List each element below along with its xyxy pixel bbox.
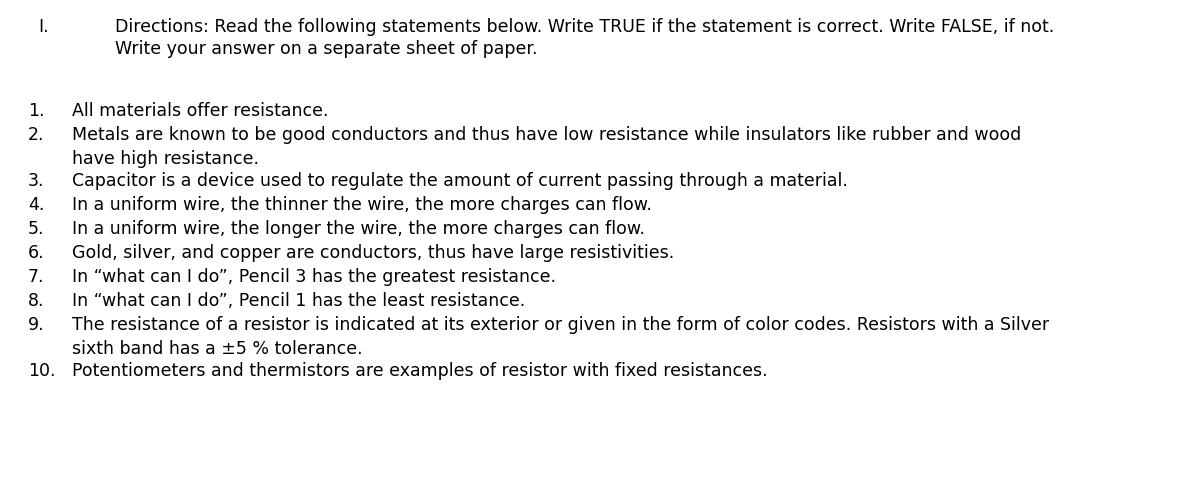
Text: Write your answer on a separate sheet of paper.: Write your answer on a separate sheet of… [115,40,538,58]
Text: 5.: 5. [28,220,44,238]
Text: Metals are known to be good conductors and thus have low resistance while insula: Metals are known to be good conductors a… [72,126,1021,168]
Text: Potentiometers and thermistors are examples of resistor with fixed resistances.: Potentiometers and thermistors are examp… [72,362,768,380]
Text: In “what can I do”, Pencil 1 has the least resistance.: In “what can I do”, Pencil 1 has the lea… [72,292,526,310]
Text: The resistance of a resistor is indicated at its exterior or given in the form o: The resistance of a resistor is indicate… [72,316,1049,358]
Text: In a uniform wire, the thinner the wire, the more charges can flow.: In a uniform wire, the thinner the wire,… [72,196,652,214]
Text: Directions: Read the following statements below. Write TRUE if the statement is : Directions: Read the following statement… [115,18,1055,36]
Text: 9.: 9. [28,316,44,334]
Text: 2.: 2. [28,126,44,144]
Text: In a uniform wire, the longer the wire, the more charges can flow.: In a uniform wire, the longer the wire, … [72,220,646,238]
Text: 3.: 3. [28,172,44,190]
Text: 4.: 4. [28,196,44,214]
Text: 1.: 1. [28,102,44,120]
Text: In “what can I do”, Pencil 3 has the greatest resistance.: In “what can I do”, Pencil 3 has the gre… [72,268,556,286]
Text: All materials offer resistance.: All materials offer resistance. [72,102,329,120]
Text: 10.: 10. [28,362,55,380]
Text: Capacitor is a device used to regulate the amount of current passing through a m: Capacitor is a device used to regulate t… [72,172,848,190]
Text: I.: I. [38,18,49,36]
Text: Gold, silver, and copper are conductors, thus have large resistivities.: Gold, silver, and copper are conductors,… [72,244,674,262]
Text: 8.: 8. [28,292,44,310]
Text: 6.: 6. [28,244,44,262]
Text: 7.: 7. [28,268,44,286]
